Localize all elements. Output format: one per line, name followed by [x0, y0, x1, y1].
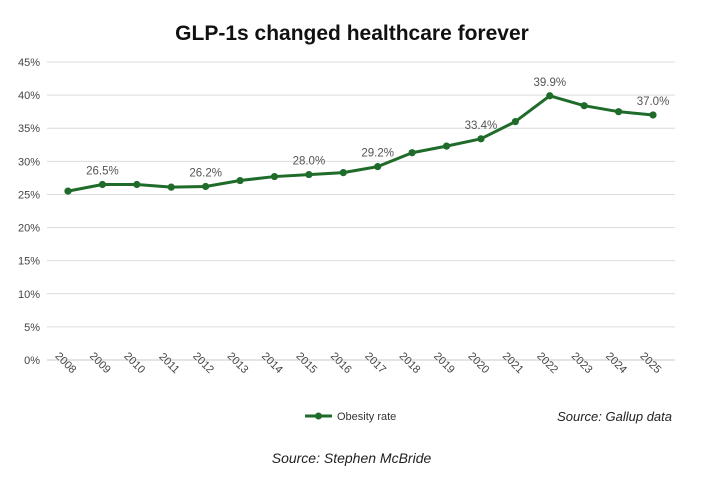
x-tick-label: 2012 [190, 350, 216, 376]
x-tick-label: 2024 [603, 350, 629, 376]
data-point [442, 142, 451, 150]
x-tick-label: 2022 [534, 350, 560, 376]
data-point [374, 163, 382, 171]
data-point [202, 182, 210, 191]
data-point [511, 118, 519, 126]
x-tick-label: 2017 [362, 350, 388, 376]
data-point [580, 102, 588, 110]
chart-title: GLP-1s changed healthcare forever [175, 22, 529, 45]
data-label: 28.0% [293, 156, 326, 168]
y-tick-label: 25% [18, 189, 40, 201]
x-tick-label: 2013 [225, 350, 251, 376]
data-label: 26.2% [189, 167, 222, 179]
x-tick-label: 2014 [259, 350, 285, 376]
data-point [477, 135, 485, 143]
x-tick-label: 2018 [397, 350, 423, 376]
x-tick-label: 2019 [431, 350, 457, 376]
y-tick-label: 10% [18, 289, 40, 301]
x-tick-label: 2009 [87, 350, 113, 376]
x-tick-label: 2015 [293, 350, 319, 376]
y-tick-label: 15% [18, 256, 40, 268]
data-point [270, 172, 279, 181]
x-axis: 2008 2009 2010 2011 2012 2013 2014 2015 2016 2017… [53, 350, 664, 376]
legend-swatch-marker [315, 412, 322, 420]
x-tick-label: 2008 [53, 350, 79, 376]
x-tick-label: 2011 [156, 351, 181, 376]
x-tick-label: 2021 [500, 350, 526, 376]
data-point [614, 108, 623, 116]
y-tick-label: 0% [24, 355, 40, 367]
data-label: 33.4% [465, 120, 498, 132]
data-label: 37.0% [637, 96, 670, 108]
data-point [64, 187, 72, 195]
data-point [546, 92, 554, 100]
y-axis: 0% 5% 10% 15% 20% 25% 30% 35% 40% 45% [18, 57, 40, 367]
data-label: 29.2% [361, 148, 394, 160]
x-tick-label: 2020 [466, 350, 492, 376]
data-point [133, 180, 141, 189]
y-tick-label: 5% [24, 322, 40, 334]
y-tick-label: 40% [18, 90, 40, 102]
y-tick-label: 35% [18, 123, 40, 135]
data-point [339, 168, 347, 177]
data-labels: 26.5% 26.2% 28.0% 29.2% 33.4% 39.9% 37.0% [86, 77, 669, 180]
y-tick-label: 20% [18, 223, 40, 235]
data-point [408, 149, 416, 157]
x-tick-label: 2010 [121, 350, 147, 376]
series-obesity-rate-line [66, 94, 655, 193]
series-line [64, 92, 657, 195]
data-point [649, 111, 657, 119]
chart-source-note: Source: Gallup data [557, 409, 672, 424]
image-caption: Source: Stephen McBride [271, 450, 432, 466]
x-tick-label: 2025 [638, 350, 664, 376]
y-tick-label: 45% [18, 57, 40, 69]
x-tick-label: 2016 [328, 350, 354, 376]
data-point [167, 183, 175, 191]
data-point [236, 176, 244, 185]
data-point [305, 170, 313, 179]
legend: Obesity rate [305, 411, 396, 423]
y-tick-label: 30% [18, 156, 40, 168]
grid [47, 61, 675, 361]
data-label: 39.9% [533, 77, 566, 89]
x-tick-label: 2023 [569, 350, 595, 376]
data-point [98, 180, 107, 189]
data-label: 26.5% [86, 166, 119, 178]
legend-label: Obesity rate [337, 411, 396, 423]
